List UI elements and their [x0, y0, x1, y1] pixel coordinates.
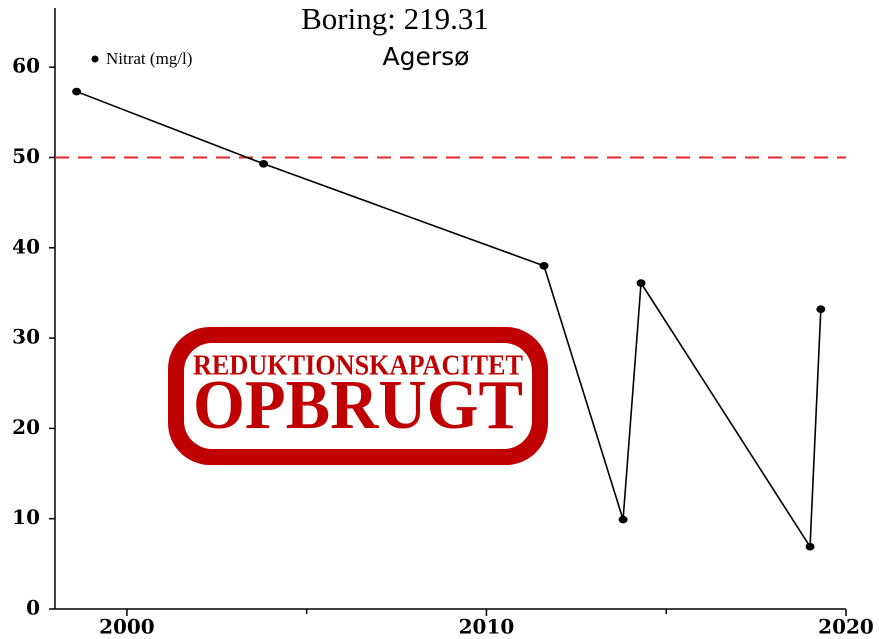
series-line	[77, 92, 821, 547]
chart-title: Boring: 219.31	[301, 1, 489, 36]
y-tick-label: 30	[12, 325, 40, 349]
y-tick-label: 10	[12, 505, 40, 529]
x-tick-label: 2010	[459, 615, 515, 639]
y-tick-label: 40	[12, 234, 40, 258]
y-tick-label: 60	[12, 54, 40, 78]
y-tick-label: 20	[12, 415, 40, 439]
stamp-line2: OPBRUGT	[193, 367, 523, 444]
legend-label: Nitrat (mg/l)	[106, 49, 192, 68]
x-tick-label: 2020	[818, 615, 874, 639]
data-point	[806, 543, 815, 551]
y-tick-label: 0	[26, 596, 40, 620]
data-point	[259, 160, 268, 168]
stamp: REDUKTIONSKAPACITET OPBRUGT	[168, 327, 548, 465]
chart: Boring: 219.31 Agersø Nitrat (mg/l) REDU…	[0, 0, 879, 639]
data-point	[619, 516, 628, 524]
data-point	[637, 279, 646, 287]
chart-subtitle: Agersø	[383, 42, 470, 71]
x-tick-label: 2000	[99, 615, 155, 639]
data-point	[816, 305, 825, 313]
data-point	[539, 262, 548, 270]
legend-marker	[92, 56, 99, 63]
data-point	[72, 88, 81, 96]
y-tick-label: 50	[12, 144, 40, 168]
